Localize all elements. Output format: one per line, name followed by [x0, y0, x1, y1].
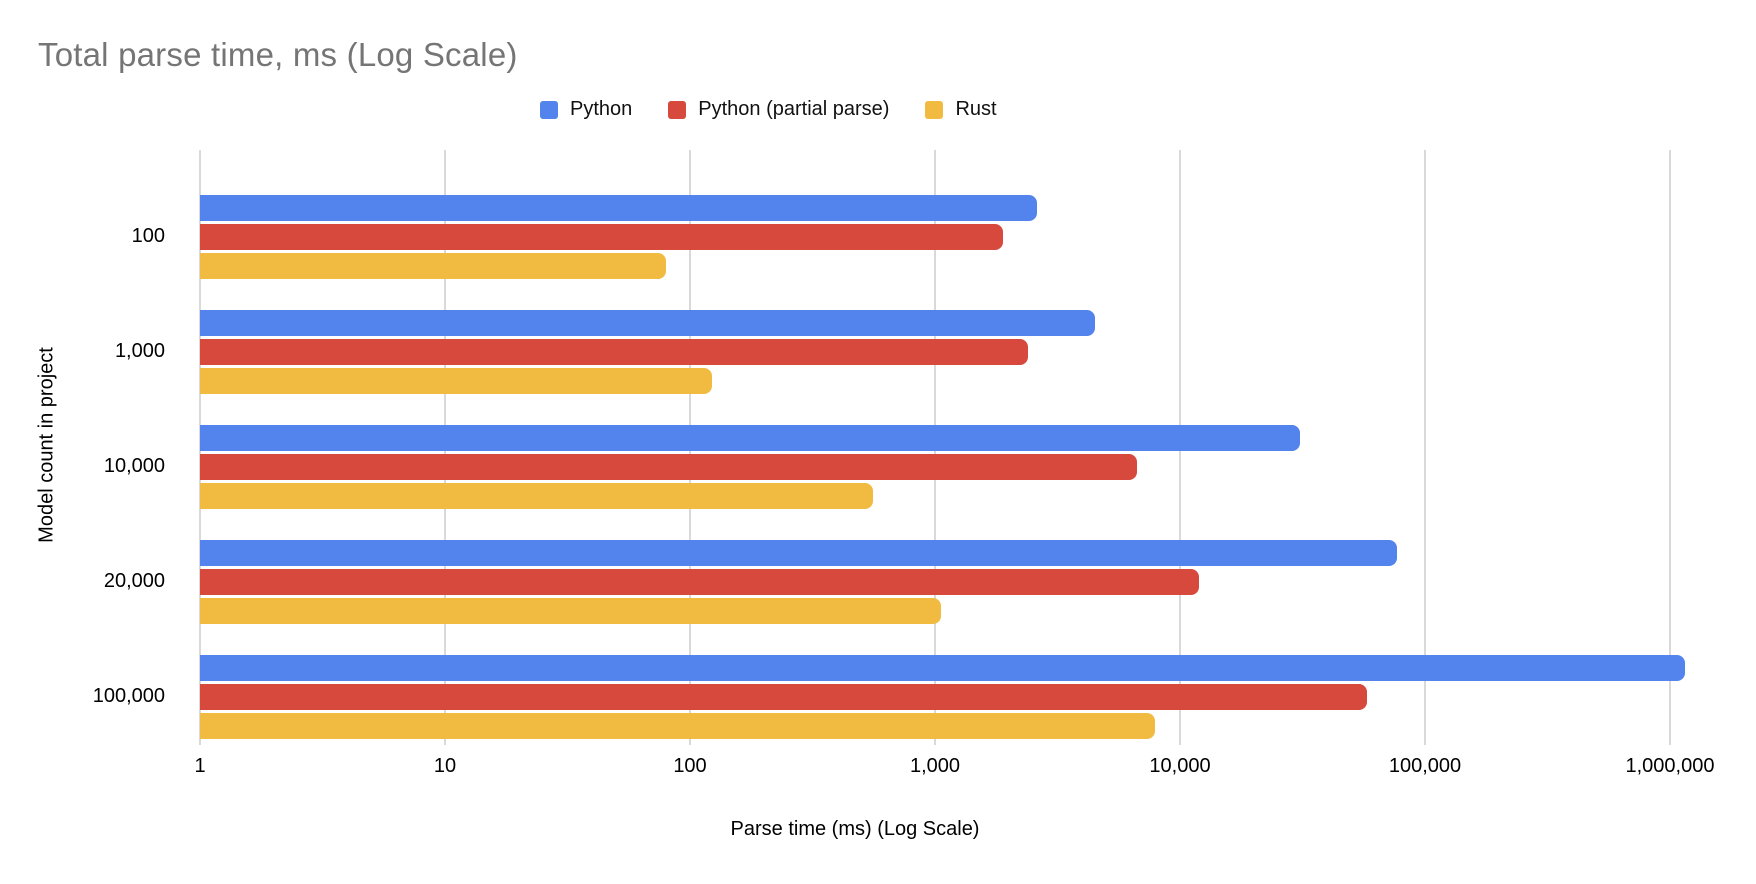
- legend-item-python: Python: [540, 98, 632, 121]
- chart-title: Total parse time, ms (Log Scale): [38, 36, 518, 73]
- category-label: 20,000: [103, 570, 165, 592]
- gridline: [1669, 150, 1671, 745]
- bar-rust-20000: [200, 598, 942, 624]
- python-partial-swatch-icon: [668, 100, 687, 119]
- bar-python-20000: [200, 540, 1398, 566]
- category-label: 1,000: [114, 340, 165, 362]
- x-axis-title: Parse time (ms) (Log Scale): [730, 818, 980, 840]
- plot-area: 1 10 100 1,000 10,000 100,000 1,000,000 100 1,00…: [93, 150, 1722, 777]
- bar-python-100: [200, 195, 1037, 221]
- python-swatch-icon: [540, 100, 558, 119]
- bar-group-20000: 20,000: [104, 540, 1722, 624]
- x-tick-label: 1,000: [909, 755, 961, 777]
- bar-python-1000: [200, 310, 1096, 336]
- y-axis-title: Model count in project: [35, 347, 58, 543]
- legend-item-python-partial: Python (partial parse): [668, 98, 889, 121]
- x-tick-label: 1: [194, 755, 206, 777]
- legend-label-python-partial: Python (partial parse): [698, 98, 890, 120]
- bar-group-10000: 10,000: [104, 425, 1722, 509]
- bar-python-partial-parse-100: [200, 224, 1004, 250]
- bar-python-partial-parse-20000: [200, 569, 1200, 595]
- bar-python-partial-parse-100000: [200, 684, 1368, 710]
- bar-rust-1000: [200, 368, 713, 394]
- category-label: 100: [131, 225, 165, 247]
- legend-label-rust: Rust: [955, 98, 997, 120]
- bar-python-partial-parse-1000: [200, 339, 1029, 365]
- bar-rust-100: [200, 253, 667, 279]
- bar-group-100000: 100,000: [93, 655, 1722, 739]
- bar-rust-10000: [200, 483, 874, 509]
- x-tick-label: 100: [673, 755, 707, 777]
- rust-swatch-icon: [925, 100, 944, 119]
- category-label: 10,000: [103, 455, 165, 477]
- x-tick-label: 100,000: [1388, 755, 1462, 777]
- legend-label-python: Python: [570, 98, 633, 120]
- bar-python-100000: [200, 655, 1685, 681]
- x-tick-label: 10,000: [1149, 755, 1211, 777]
- category-label: 100,000: [92, 685, 165, 707]
- legend-item-rust: Rust: [925, 98, 997, 121]
- x-tick-label: 1,000,000: [1625, 755, 1715, 777]
- bar-group-1000: 1,000: [115, 310, 1722, 394]
- bar-python-partial-parse-10000: [200, 454, 1138, 480]
- gridline: [1424, 150, 1426, 745]
- bar-python-10000: [200, 425, 1301, 451]
- x-tick-label: 10: [433, 755, 457, 777]
- bar-rust-100000: [200, 713, 1155, 739]
- legend: Python Python (partial parse) Rust: [540, 98, 997, 121]
- bar-group-100: 100: [132, 195, 1722, 279]
